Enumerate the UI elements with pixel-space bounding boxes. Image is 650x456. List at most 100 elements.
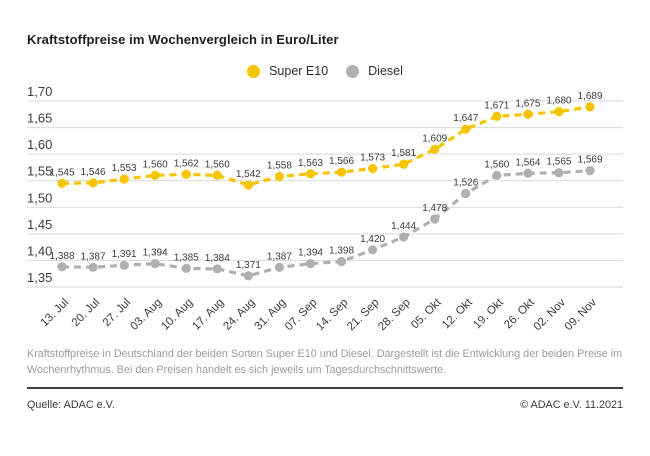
- legend-item-diesel: Diesel: [346, 64, 403, 78]
- chart-description: Kraftstoffpreise in Deutschland der beid…: [27, 348, 623, 376]
- footer-divider: [27, 387, 623, 389]
- data-point-super-e10: [274, 171, 285, 182]
- y-tick-label: 1,50: [27, 190, 52, 205]
- chart-legend: Super E10 Diesel: [0, 64, 650, 78]
- y-tick-label: 1,55: [27, 164, 52, 179]
- data-point-label: 1,542: [236, 169, 261, 180]
- x-tick-label: 20. Jul: [70, 297, 102, 329]
- data-point-label: 1,546: [81, 167, 106, 178]
- y-tick-label: 1,65: [27, 111, 52, 126]
- legend-label-super-e10: Super E10: [269, 64, 329, 78]
- data-point-label: 1,394: [143, 248, 168, 259]
- data-point-super-e10: [212, 170, 222, 180]
- x-tick-label: 19. Okt: [471, 296, 506, 331]
- x-tick-label: 14. Sep: [314, 297, 351, 334]
- data-point-label: 1,569: [577, 155, 602, 166]
- y-tick-label: 1,40: [27, 243, 52, 258]
- x-tick-label: 28. Sep: [376, 297, 413, 334]
- data-point-diesel: [585, 166, 595, 176]
- footer: Quelle: ADAC e.V. © ADAC e.V. 11.2021: [27, 399, 623, 411]
- data-point-diesel: [181, 263, 191, 273]
- y-tick-label: 1,45: [27, 217, 52, 232]
- data-point-super-e10: [119, 174, 129, 184]
- data-point-super-e10: [399, 159, 409, 169]
- data-point-diesel: [492, 170, 502, 180]
- source-text: Quelle: ADAC e.V.: [27, 399, 115, 411]
- series-super-e10: 1,545 1,546 1,553 1,560 1,562 1,560 1,542 1,558…: [49, 91, 603, 190]
- data-point-label: 1,558: [267, 160, 292, 171]
- data-point-label: 1,388: [49, 251, 74, 262]
- data-point-diesel: [554, 168, 564, 178]
- data-point-label: 1,560: [205, 159, 230, 170]
- data-point-super-e10: [492, 111, 502, 122]
- data-point-label: 1,391: [112, 249, 137, 260]
- data-point-label: 1,675: [515, 98, 540, 109]
- data-point-label: 1,371: [236, 260, 261, 271]
- data-point-label: 1,444: [391, 221, 416, 232]
- data-point-super-e10: [88, 178, 98, 188]
- data-point-diesel: [399, 232, 409, 242]
- x-tick-label: 31. Aug: [252, 297, 288, 333]
- data-point-label: 1,609: [422, 133, 447, 144]
- data-point-super-e10: [585, 102, 595, 112]
- data-point-diesel: [119, 260, 129, 270]
- data-point-label: 1,387: [267, 251, 292, 262]
- data-point-label: 1,647: [453, 113, 478, 124]
- data-point-label: 1,671: [484, 100, 509, 111]
- data-point-diesel: [523, 168, 533, 178]
- data-point-diesel: [274, 262, 285, 272]
- data-point-diesel: [243, 271, 253, 281]
- data-point-diesel: [88, 262, 98, 272]
- y-tick-label: 1,60: [27, 137, 52, 152]
- data-point-label: 1,566: [329, 156, 354, 167]
- point-labels-diesel: 1,388 1,387 1,391 1,394 1,385 1,384 1,371 1,387…: [49, 155, 602, 271]
- data-point-diesel: [336, 256, 347, 267]
- x-tick-label: 05. Okt: [409, 296, 444, 331]
- data-point-label: 1,387: [81, 251, 106, 262]
- x-tick-label: 02. Nov: [532, 296, 569, 333]
- data-point-label: 1,385: [174, 252, 199, 263]
- data-point-label: 1,573: [360, 152, 385, 163]
- data-point-label: 1,564: [515, 157, 540, 168]
- data-point-label: 1,384: [205, 253, 230, 264]
- data-point-diesel: [150, 259, 160, 269]
- data-point-label: 1,478: [422, 203, 447, 214]
- data-point-super-e10: [305, 169, 316, 179]
- x-tick-label: 07. Sep: [283, 297, 320, 334]
- data-point-label: 1,526: [453, 177, 478, 188]
- price-chart-svg: 1,70 1,65 1,60 1,55 1,50 1,45 1,40 1,35 13. Jul2…: [27, 84, 623, 333]
- legend-item-super-e10: Super E10: [247, 64, 328, 78]
- data-point-label: 1,420: [360, 234, 385, 245]
- data-point-label: 1,563: [298, 158, 323, 169]
- data-point-label: 1,545: [49, 167, 74, 178]
- y-tick-label: 1,70: [27, 84, 52, 99]
- legend-label-diesel: Diesel: [368, 64, 403, 78]
- data-point-super-e10: [181, 169, 191, 179]
- page-title: Kraftstoffpreise im Wochenvergleich in E…: [27, 32, 339, 47]
- super-e10-dot-icon: [247, 64, 261, 78]
- data-point-diesel: [57, 262, 67, 272]
- price-chart: 1,70 1,65 1,60 1,55 1,50 1,45 1,40 1,35 13. Jul 2…: [0, 84, 650, 346]
- data-point-super-e10: [57, 178, 67, 188]
- data-point-diesel: [367, 245, 378, 255]
- point-labels-super-e10: 1,545 1,546 1,553 1,560 1,562 1,560 1,542 1,558…: [49, 91, 602, 180]
- data-point-super-e10: [336, 167, 347, 177]
- x-tick-label: 17. Aug: [190, 297, 226, 333]
- y-axis-labels: 1,70 1,65 1,60 1,55 1,50 1,45 1,40 1,35: [27, 84, 52, 285]
- x-tick-label: 12. Okt: [440, 296, 475, 331]
- data-point-super-e10: [523, 109, 533, 119]
- x-tick-label: 21. Sep: [345, 297, 382, 334]
- x-tick-label: 09. Nov: [563, 296, 600, 333]
- series-line-super-e10: [61, 105, 591, 187]
- x-tick-label: 03. Aug: [128, 297, 164, 333]
- data-point-diesel: [461, 188, 471, 199]
- copyright-text: © ADAC e.V. 11.2021: [520, 399, 623, 411]
- data-point-super-e10: [430, 144, 440, 154]
- data-point-super-e10: [461, 124, 471, 134]
- y-tick-label: 1,35: [27, 270, 52, 285]
- data-point-label: 1,560: [143, 159, 168, 170]
- data-point-diesel: [430, 214, 440, 224]
- data-point-super-e10: [150, 170, 160, 180]
